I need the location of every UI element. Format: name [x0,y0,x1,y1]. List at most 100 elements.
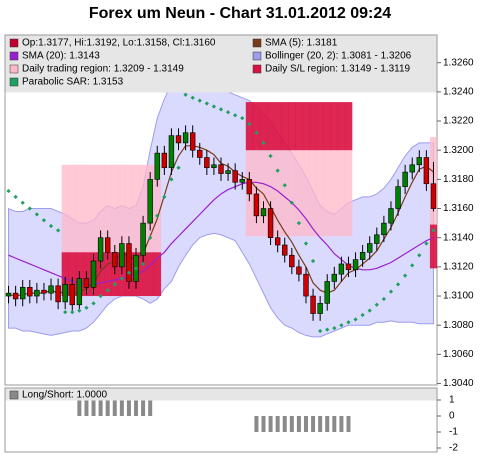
y-tick-label: 1.3060 [443,349,474,360]
candle-body [41,289,47,294]
candle-body [27,286,33,297]
legend-label: Daily trading region: 1.3209 - 1.3149 [22,64,184,75]
region-block [295,150,303,237]
sar-dot [310,258,316,264]
candle-body [147,179,153,224]
bar [275,416,280,432]
bar [282,416,287,432]
candle-body [104,237,111,253]
region-block [274,102,282,151]
region-block [316,102,324,151]
sar-dot [346,320,351,325]
bar [134,400,139,416]
sar-dot [204,101,209,106]
candle-body [296,266,302,275]
candle-body [367,243,373,253]
sar-dot [318,328,323,334]
region-block [302,102,310,151]
region-block [104,252,112,297]
sar-dot [282,183,287,188]
sar-dot [176,165,181,170]
sar-dot [360,312,365,318]
sar-dot [296,221,302,226]
bar [346,416,351,432]
bar [126,400,131,416]
legend-swatch [9,77,19,87]
region-block [61,252,70,297]
sar-dot [41,218,47,223]
region-block [330,150,339,237]
legend-label: Long/Short: 1.0000 [22,390,108,401]
sar-dot [339,323,344,328]
candle-body [310,295,316,314]
legend-label: Bollinger (20, 2): 1.3081 - 1.3206 [265,51,412,62]
region-block [153,164,162,253]
region-block [118,252,126,297]
candle-body [126,243,132,282]
region-block [429,224,437,269]
region-block [125,164,133,253]
candle-body [20,286,26,300]
candle-body [409,164,415,173]
sar-dot [268,153,273,159]
bar [261,416,266,432]
candle-body [204,157,210,169]
candle-body [232,170,238,183]
candle-body [416,157,422,166]
sar-dot [247,121,252,127]
region-block [281,150,289,237]
sar-dot [13,194,18,199]
main-plot [5,70,437,338]
candle-body [90,260,97,288]
sar-dot [197,98,202,103]
sar-dot [395,282,401,287]
candle-body [352,259,359,271]
region-block [146,252,155,297]
region-block [139,252,147,297]
region-block [68,164,77,253]
sar-dot [254,130,259,135]
region-block [111,164,119,253]
region-block [252,102,261,151]
bar [325,416,330,432]
bar [84,400,89,416]
candle-body [303,273,309,297]
y-tick-label: 1.3240 [443,87,474,98]
bar [339,416,344,432]
region-block [111,252,119,297]
candle-body [69,284,75,306]
region-block [344,102,353,151]
region-block [259,150,268,237]
candle-body [324,281,330,304]
y-tick-label: 1.3100 [443,291,474,302]
region-block [295,102,303,151]
candle-body [374,234,380,244]
candle-body [260,208,267,217]
legend-label: Op:1.3177, Hi:1.3192, Lo:1.3158, Cl:1.31… [22,38,216,49]
candle-body [423,157,430,185]
region-block [61,164,70,253]
sar-dot [388,289,394,294]
bar [77,400,82,416]
legend-swatch [9,38,19,48]
sar-dot [367,308,372,313]
candle-body [289,254,295,268]
candle-body [182,132,189,144]
candle-body [119,243,125,268]
legend-label: SMA (5): 1.3181 [265,38,338,49]
chart-title: Forex um Neun - Chart 31.01.2012 09:24 [89,5,391,22]
region-block [68,252,77,297]
candle-body [225,170,231,174]
sar-dot [261,140,266,146]
candle-body [218,164,224,174]
region-block [82,164,91,253]
sar-dot [289,200,294,205]
region-block [330,102,339,151]
sub-plot: Long/Short: 1.0000 [5,388,437,432]
sar-dot [155,213,160,218]
legend-swatch [252,51,262,61]
y-tick-label: 1.3120 [443,262,474,273]
region-block [288,150,296,237]
